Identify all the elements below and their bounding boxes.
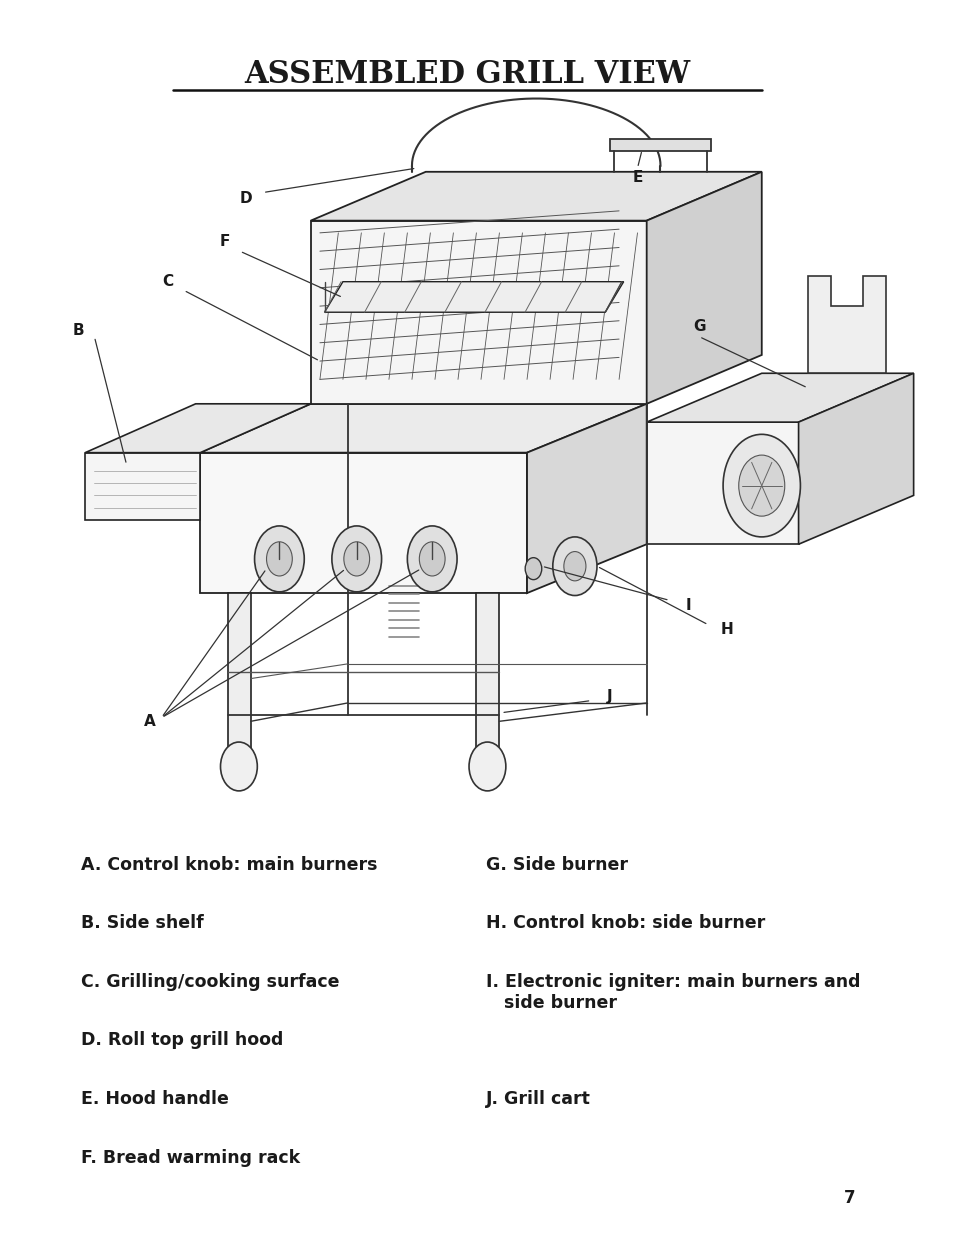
Text: C. Grilling/cooking surface: C. Grilling/cooking surface bbox=[80, 973, 338, 990]
Text: F: F bbox=[220, 233, 230, 249]
Polygon shape bbox=[200, 453, 526, 593]
Text: D. Roll top grill hood: D. Roll top grill hood bbox=[80, 1031, 283, 1050]
Text: 7: 7 bbox=[842, 1188, 854, 1207]
Polygon shape bbox=[807, 275, 885, 373]
Circle shape bbox=[419, 542, 445, 576]
Polygon shape bbox=[609, 138, 710, 151]
Circle shape bbox=[343, 542, 369, 576]
Polygon shape bbox=[798, 373, 913, 545]
Text: H: H bbox=[720, 622, 733, 637]
Text: A. Control knob: main burners: A. Control knob: main burners bbox=[80, 856, 376, 873]
Circle shape bbox=[407, 526, 456, 592]
Circle shape bbox=[266, 542, 292, 576]
Circle shape bbox=[563, 552, 585, 580]
Circle shape bbox=[220, 742, 257, 790]
Text: D: D bbox=[240, 191, 253, 206]
Polygon shape bbox=[200, 404, 646, 453]
Text: J. Grill cart: J. Grill cart bbox=[485, 1091, 590, 1108]
Text: E. Hood handle: E. Hood handle bbox=[80, 1091, 228, 1108]
Text: ASSEMBLED GRILL VIEW: ASSEMBLED GRILL VIEW bbox=[244, 58, 690, 90]
Text: B. Side shelf: B. Side shelf bbox=[80, 914, 203, 932]
Circle shape bbox=[469, 742, 505, 790]
Text: H. Control knob: side burner: H. Control knob: side burner bbox=[485, 914, 764, 932]
Circle shape bbox=[552, 537, 597, 595]
Polygon shape bbox=[228, 593, 251, 752]
Text: I: I bbox=[684, 598, 690, 613]
Text: B: B bbox=[72, 324, 85, 338]
Polygon shape bbox=[476, 593, 498, 752]
Text: I. Electronic igniter: main burners and
   side burner: I. Electronic igniter: main burners and … bbox=[485, 973, 860, 1011]
Text: A: A bbox=[144, 714, 155, 729]
Polygon shape bbox=[526, 404, 646, 593]
Polygon shape bbox=[311, 172, 760, 221]
Text: C: C bbox=[162, 274, 173, 289]
Text: G: G bbox=[692, 320, 704, 335]
Polygon shape bbox=[311, 221, 646, 404]
Polygon shape bbox=[646, 422, 798, 545]
Text: J: J bbox=[606, 689, 612, 704]
Polygon shape bbox=[85, 453, 200, 520]
Circle shape bbox=[525, 558, 541, 579]
Circle shape bbox=[738, 454, 784, 516]
Polygon shape bbox=[85, 404, 311, 453]
Circle shape bbox=[722, 435, 800, 537]
Text: F. Bread warming rack: F. Bread warming rack bbox=[80, 1149, 299, 1167]
Circle shape bbox=[332, 526, 381, 592]
Polygon shape bbox=[324, 282, 623, 312]
Polygon shape bbox=[646, 373, 913, 422]
Text: E: E bbox=[632, 170, 642, 185]
Circle shape bbox=[254, 526, 304, 592]
Polygon shape bbox=[646, 172, 760, 404]
Text: G. Side burner: G. Side burner bbox=[485, 856, 627, 873]
